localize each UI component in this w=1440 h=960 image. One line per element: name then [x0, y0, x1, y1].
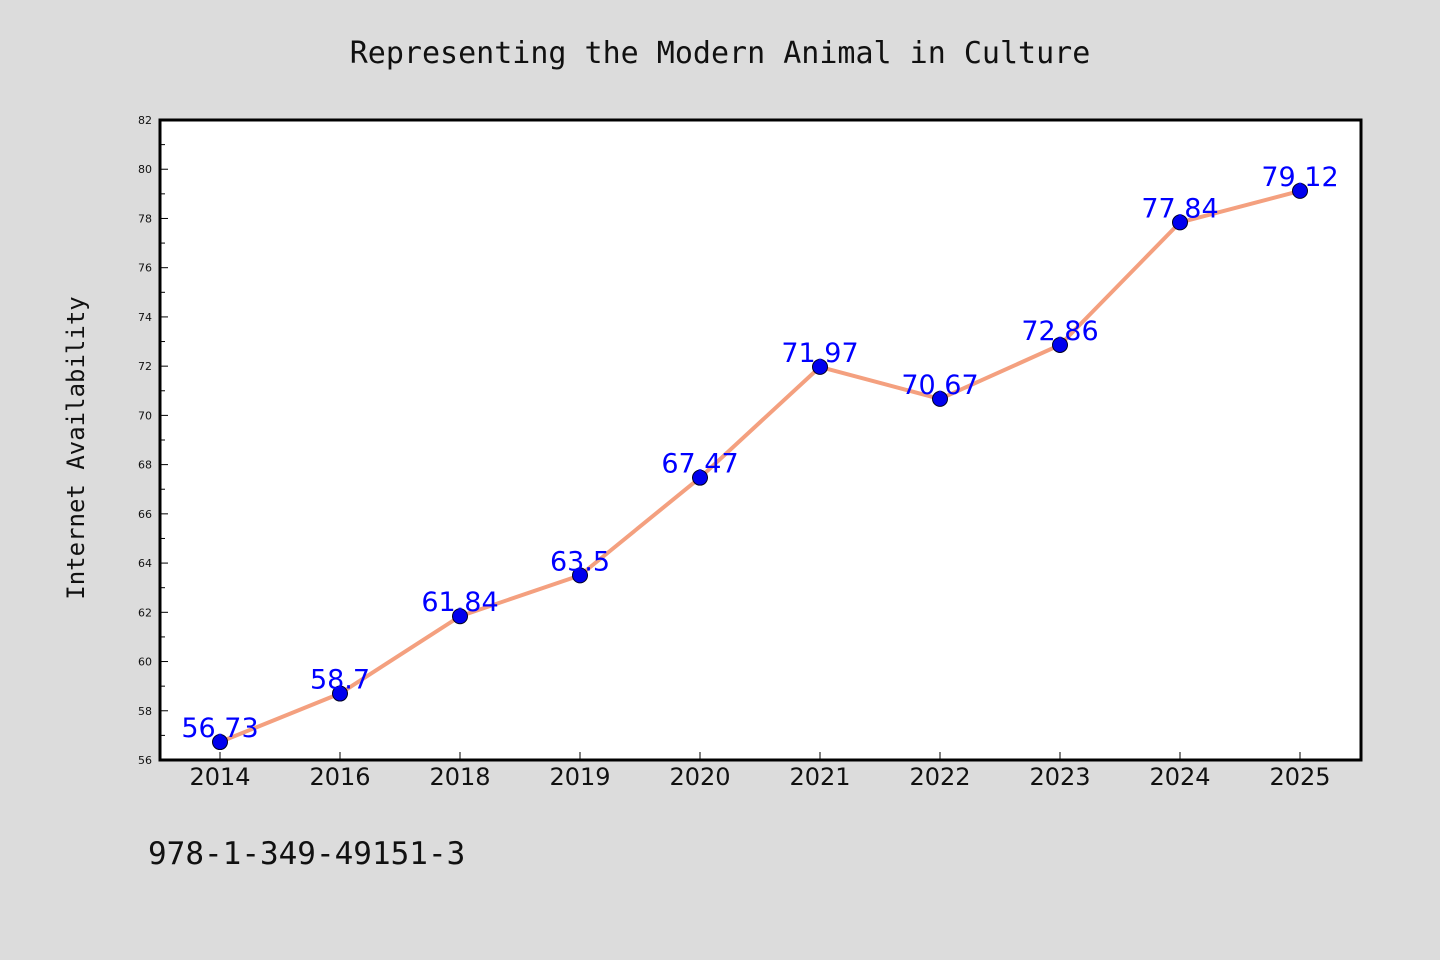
data-point	[932, 390, 948, 407]
data-label: 58.7	[310, 665, 370, 696]
x-tick-label: 2020	[669, 763, 730, 791]
data-point	[212, 734, 228, 751]
x-tick-label: 2018	[429, 763, 490, 791]
data-point	[812, 358, 828, 375]
y-tick-label: 62	[138, 606, 152, 619]
data-label: 72.86	[1021, 316, 1098, 347]
y-tick-label: 58	[138, 705, 152, 718]
y-tick-label: 56	[138, 754, 152, 767]
y-tick-label: 76	[138, 262, 152, 275]
y-tick-label: 70	[138, 409, 152, 422]
y-axis-ticks: 56 58 60 62 64 66 68 70 72 74 76 78 80 82	[138, 114, 168, 767]
plot-frame	[158, 118, 1363, 762]
data-label: 77.84	[1141, 193, 1218, 224]
y-tick-label: 64	[138, 557, 152, 570]
data-label: 61.84	[421, 587, 498, 618]
data-label: 63.5	[550, 546, 610, 577]
data-point	[1292, 182, 1308, 199]
data-label: 67.47	[661, 449, 738, 480]
x-tick-label: 2016	[309, 763, 370, 791]
x-tick-label: 2024	[1149, 763, 1210, 791]
y-tick-label: 60	[138, 656, 152, 669]
y-tick-label: 68	[138, 459, 152, 472]
x-tick-label: 2019	[549, 763, 610, 791]
x-tick-label: 2023	[1029, 763, 1090, 791]
data-label: 56.73	[181, 713, 258, 744]
y-tick-label: 82	[138, 114, 152, 127]
series-line	[218, 188, 1302, 745]
data-label: 79.12	[1261, 162, 1338, 193]
data-point	[572, 567, 588, 584]
x-axis-ticks: 2014 2016 2018 2019 2020 2021 2022 2023 2024 2025	[189, 752, 1331, 791]
x-tick-label: 2025	[1269, 763, 1330, 791]
data-point	[692, 469, 708, 486]
footnote-isbn: 978-1-349-49151-3	[148, 836, 465, 872]
plot-area	[160, 120, 1361, 760]
y-tick-label: 72	[138, 360, 152, 373]
y-tick-label: 66	[138, 508, 152, 521]
data-label: 71.97	[781, 338, 858, 369]
series-line-group: 56.73 58.7 61.84 63.5 67.47 71.97 70.67 72.86 77…	[181, 162, 1339, 751]
data-label: 70.67	[901, 370, 978, 401]
x-tick-label: 2021	[789, 763, 850, 791]
y-axis-label: Internet Availability	[62, 296, 90, 599]
data-point	[1172, 214, 1188, 231]
data-point	[452, 608, 468, 625]
data-point	[1052, 336, 1068, 353]
x-tick-label: 2022	[909, 763, 970, 791]
y-tick-label: 74	[138, 311, 152, 324]
data-point	[332, 685, 348, 702]
y-tick-label: 80	[138, 163, 152, 176]
y-tick-label: 78	[138, 212, 152, 225]
x-tick-label: 2014	[189, 763, 250, 791]
chart-title: Representing the Modern Animal in Cultur…	[350, 36, 1091, 71]
